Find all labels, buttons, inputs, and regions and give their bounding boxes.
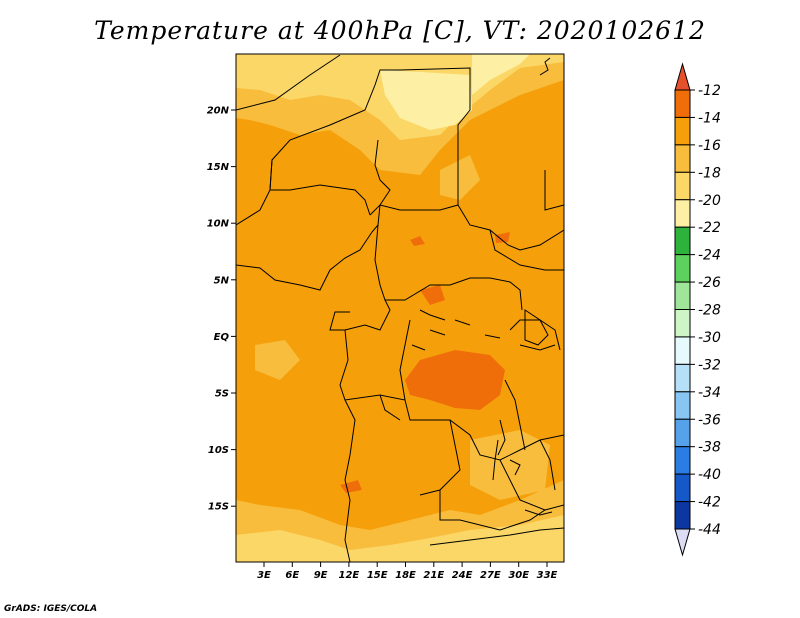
colorbar-bottom-arrow <box>674 528 691 557</box>
field-warm-blob-3 <box>495 232 510 243</box>
colorbar-label: -36 <box>698 412 721 428</box>
colorbar-top-arrow <box>674 62 691 91</box>
colorbar-labels: -12 -14 -16 -18 -20 -22 -24 -26 -28 -30 -32 -34 -36 -… <box>690 83 721 538</box>
colorbar-label: -26 <box>698 275 721 291</box>
colorbar-box <box>674 391 691 420</box>
lat-label: EQ <box>214 332 230 343</box>
lon-label: 27E <box>480 570 501 581</box>
lat-label: 10N <box>207 219 230 230</box>
lon-label: 3E <box>257 570 271 581</box>
field-light-mid <box>440 155 480 200</box>
colorbar-box <box>674 418 691 448</box>
field-palest-north <box>380 70 472 130</box>
lon-label: 24E <box>452 570 473 581</box>
lat-label: 15N <box>207 162 230 173</box>
colorbar-box <box>674 501 691 530</box>
lon-label: 30E <box>508 570 529 581</box>
colorbar-boxes <box>674 62 691 557</box>
colorbar-box <box>674 363 691 393</box>
colorbar-box <box>674 226 691 256</box>
lat-label: 5N <box>214 275 230 286</box>
lon-label: 33E <box>537 570 558 581</box>
colorbar-label: -30 <box>698 330 721 346</box>
colorbar-label: -12 <box>698 83 721 99</box>
colorbar-label: -16 <box>698 138 721 154</box>
lon-label: 6E <box>285 570 299 581</box>
field-palest-ne <box>472 54 530 95</box>
colorbar-label: -38 <box>698 440 721 456</box>
lat-label: 5S <box>215 389 229 400</box>
lon-label: 9E <box>314 570 328 581</box>
colorbar-label: -18 <box>698 165 721 181</box>
colorbar-box <box>674 116 691 146</box>
colorbar-box <box>674 281 691 310</box>
lon-label: 12E <box>339 570 360 581</box>
field-warm-congo <box>405 350 505 410</box>
lon-label: 15E <box>367 570 388 581</box>
colorbar-label: -14 <box>698 110 721 126</box>
colorbar-box <box>674 309 691 338</box>
colorbar-label: -42 <box>698 495 721 511</box>
lon-label: 18E <box>395 570 416 581</box>
lon-label: 21E <box>423 570 444 581</box>
colorbar-label: -20 <box>698 193 721 209</box>
colorbar-box <box>674 171 691 201</box>
colorbar-label: -22 <box>698 220 721 236</box>
colorbar-box <box>674 89 691 118</box>
field-light-se <box>470 430 550 500</box>
latitude-axis: 20N 15N 10N 5N EQ 5S 10S 15S <box>207 106 236 513</box>
temperature-field <box>236 54 564 562</box>
colorbar-box <box>674 336 691 365</box>
colorbar-label: -34 <box>698 385 721 401</box>
lat-label: 15S <box>208 502 229 513</box>
country-borders <box>236 54 564 562</box>
colorbar-box <box>674 199 691 228</box>
longitude-axis: 3E 6E 9E 12E 15E 18E 21E 24E 27E 30E 33E <box>257 562 558 581</box>
colorbar-label: -32 <box>698 357 721 373</box>
colorbar-box <box>674 144 691 173</box>
field-light-west <box>255 340 300 380</box>
lat-label: 10S <box>208 445 229 456</box>
field-warm-blob-5 <box>340 480 362 493</box>
colorbar-box <box>674 473 691 503</box>
field-pale-south <box>236 515 564 562</box>
colorbar-label: -28 <box>698 303 721 319</box>
colorbar-label: -44 <box>698 522 721 538</box>
colorbar-box <box>674 254 691 283</box>
map-title: Temperature at 400hPa [C], VT: 202010261… <box>94 16 706 45</box>
colorbar-label: -24 <box>698 248 721 264</box>
field-warm-blob-4 <box>410 236 425 246</box>
colorbar-label: -40 <box>698 467 721 483</box>
lat-label: 20N <box>207 106 230 117</box>
grads-credit: GrADS: IGES/COLA <box>4 604 98 614</box>
colorbar-box <box>674 446 691 475</box>
field-warm-blob-2 <box>420 285 445 305</box>
map-frame <box>235 53 565 563</box>
